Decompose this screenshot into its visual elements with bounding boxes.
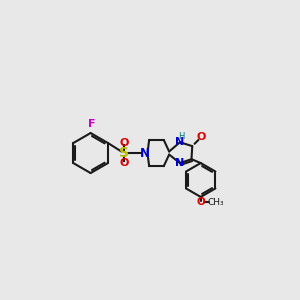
Text: F: F [88,119,95,129]
Text: N: N [140,146,149,160]
Text: O: O [196,132,206,142]
Text: N: N [175,137,184,147]
Text: O: O [120,138,129,148]
Text: N: N [175,158,184,168]
Text: CH₃: CH₃ [207,198,224,207]
Text: S: S [119,146,130,160]
Text: O: O [120,158,129,168]
Text: H: H [178,132,185,141]
Text: O: O [196,197,205,207]
